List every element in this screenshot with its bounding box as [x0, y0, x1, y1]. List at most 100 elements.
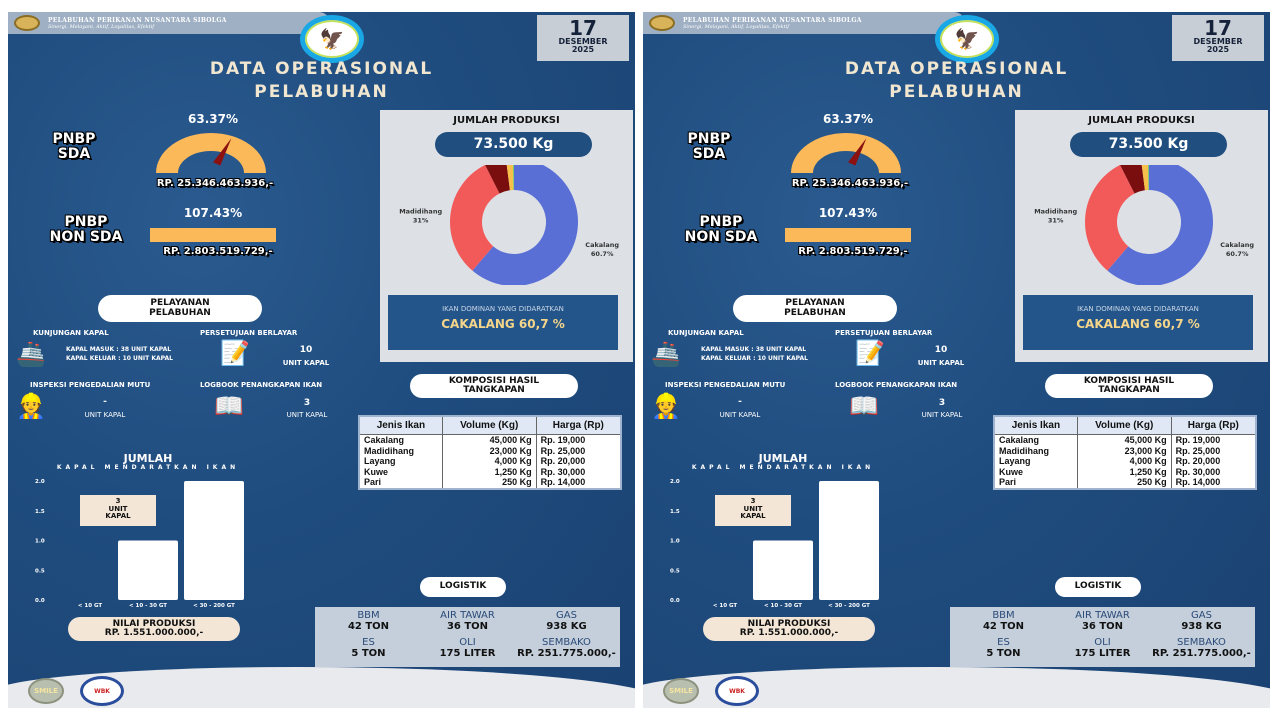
- table-cell: Rp. 19,000: [535, 434, 622, 446]
- logistik-item: SEMBAKO RP. 251.775.000,-: [1152, 637, 1251, 664]
- donut-slice-layang: [1120, 165, 1145, 194]
- pnbp-non-sda-label-2: NON SDA: [684, 228, 758, 245]
- bar: [819, 481, 879, 600]
- pnbp-non-sda-amount: RP. 2.803.519.729,-: [798, 246, 908, 257]
- table-cell: Rp. 20,000: [1170, 456, 1257, 467]
- logistik-item: ES 5 TON: [954, 637, 1053, 664]
- bar-chart-title: JUMLAH: [123, 452, 173, 465]
- donut-slice-cakalang: [472, 165, 578, 285]
- logistik-label: ES: [997, 637, 1010, 648]
- org-logo: [649, 15, 675, 31]
- logistik-label: GAS: [556, 610, 577, 621]
- ship-icon: 🚢: [16, 340, 46, 368]
- checklist-pen-icon: 📝: [220, 339, 250, 367]
- donut-label: 31%: [413, 216, 429, 224]
- table-cell: Layang: [993, 456, 1078, 467]
- donut-label: 60.7%: [1226, 250, 1249, 258]
- pnbp-non-sda-amount: RP. 2.803.519.729,-: [163, 246, 273, 257]
- gauge-arc: [791, 133, 901, 173]
- bar-chart-subtitle: KAPAL MENDARATKAN IKAN: [691, 464, 875, 471]
- kapal-keluar: KAPAL KELUAR : 10 UNIT KAPAL: [701, 355, 808, 362]
- bar: [753, 540, 813, 600]
- wbk-logo: WBK: [80, 676, 124, 706]
- org-name: PELABUHAN PERIKANAN NUSANTARA SIBOLGA: [683, 16, 862, 24]
- pnbp-sda-label-1: PNBP: [52, 131, 96, 147]
- donut-slice-kuwe: [506, 165, 514, 191]
- dominant-value: CAKALANG 60,7 %: [1076, 317, 1200, 331]
- pnbp-non-sda-bar: [150, 228, 276, 242]
- y-tick-label: 2.0: [35, 479, 45, 485]
- gauge-needle: [848, 138, 867, 166]
- table-cell: Rp. 30,000: [1170, 466, 1257, 477]
- gauge-needle: [213, 138, 232, 166]
- col-header: Jenis Ikan: [993, 415, 1078, 435]
- pelayanan-title-1: PELAYANAN: [785, 298, 845, 309]
- persetujuan-value: 10: [934, 345, 948, 355]
- gauge-arc: [156, 133, 266, 173]
- bar: [118, 540, 178, 600]
- logistik-item: AIR TAWAR 36 TON: [418, 610, 517, 637]
- table-cell: 1,250 Kg: [1076, 466, 1172, 477]
- pelayanan-title-2: PELABUHAN: [784, 307, 846, 318]
- logbook-icon: 📖: [849, 392, 879, 420]
- logistik-label: BBM: [357, 610, 380, 621]
- nilai-produksi: NILAI PRODUKSI RP. 1.551.000.000,-: [703, 617, 875, 641]
- komposisi-heading: KOMPOSISI HASIL TANGKAPAN: [410, 374, 578, 398]
- logistik-value: 42 TON: [347, 621, 390, 632]
- y-tick-label: 1.5: [35, 509, 45, 515]
- table-cell: 1,250 Kg: [441, 466, 537, 477]
- org-header: PELABUHAN PERIKANAN NUSANTARA SIBOLGA Si…: [8, 12, 330, 34]
- logistik-value: 5 TON: [986, 648, 1021, 659]
- page-subtitle: PELABUHAN: [254, 82, 389, 102]
- pnbp-non-sda-label-1: PNBP: [64, 214, 108, 230]
- donut-slice-pari: [512, 165, 514, 191]
- org-logo: [14, 15, 40, 31]
- table-cell: Madidihang: [358, 445, 443, 456]
- pnbp-sda-percent: 63.37%: [188, 112, 238, 126]
- checklist-pen-icon: 📝: [855, 339, 885, 367]
- logistik-label: GAS: [1191, 610, 1212, 621]
- x-tick-label: < 30 - 200 GT: [193, 603, 235, 609]
- annotation-line: KAPAL: [105, 512, 131, 521]
- wbk-logo: WBK: [715, 676, 759, 706]
- bar-chart-title: JUMLAH: [758, 452, 808, 465]
- donut-slice-madidihang: [1085, 165, 1135, 271]
- inspeksi-value: -: [103, 397, 107, 407]
- pnbp-sda-label: PNBP SDA: [671, 132, 747, 161]
- table-cell: Rp. 25,000: [1170, 445, 1257, 456]
- produksi-total: 73.500 Kg: [435, 132, 592, 157]
- inspeksi-unit: UNIT KAPAL: [84, 411, 126, 419]
- kapal-masuk: KAPAL MASUK : 38 UNIT KAPAL: [66, 346, 172, 353]
- donut-slice-layang: [485, 165, 510, 194]
- nilai-produksi-label: NILAI PRODUKSI: [112, 618, 196, 629]
- pnbp-non-sda-percent: 107.43%: [183, 206, 243, 220]
- table-row: Madidihang 23,000 Kg Rp. 25,000: [993, 445, 1257, 456]
- logistik-heading: LOGISTIK: [420, 577, 506, 597]
- table-cell: 250 Kg: [1076, 477, 1172, 489]
- logistik-label: BBM: [992, 610, 1015, 621]
- inspector-icon: 👷: [651, 392, 681, 420]
- logbook-value: 3: [938, 398, 946, 408]
- pnbp-non-sda-label-2: NON SDA: [49, 228, 123, 245]
- table-cell: Rp. 19,000: [1170, 434, 1257, 446]
- logistik-value: 36 TON: [1081, 621, 1124, 632]
- kunjungan-title: KUNJUNGAN KAPAL: [668, 329, 744, 337]
- produksi-panel: JUMLAH PRODUKSI 73.500 Kg Cakalang 60.7% M…: [1015, 110, 1268, 362]
- produksi-title: JUMLAH PRODUKSI: [1088, 115, 1195, 126]
- page-title: DATA OPERASIONAL: [209, 59, 434, 79]
- persetujuan-title: PERSETUJUAN BERLAYAR: [835, 329, 933, 337]
- y-tick-label: 0.5: [35, 568, 45, 574]
- logistik-item: GAS 938 KG: [517, 610, 616, 637]
- date-year: 2025: [571, 45, 595, 54]
- y-tick-label: 1.5: [670, 509, 680, 515]
- donut-label: 60.7%: [591, 250, 614, 258]
- pnbp-sda-amount: RP. 25.346.463.936,-: [791, 178, 909, 189]
- org-tagline: Sinergi, Melayani, Aktif, Loyalitas, Efe…: [48, 23, 155, 30]
- table-cell: 250 Kg: [441, 477, 537, 489]
- table-row: Pari 250 Kg Rp. 14,000: [993, 477, 1257, 489]
- y-tick-label: 0.0: [35, 598, 45, 604]
- pnbp-non-sda-label: PNBP NON SDA: [36, 215, 136, 244]
- persetujuan-unit: UNIT KAPAL: [917, 359, 965, 367]
- annotation-line: 3: [750, 497, 756, 505]
